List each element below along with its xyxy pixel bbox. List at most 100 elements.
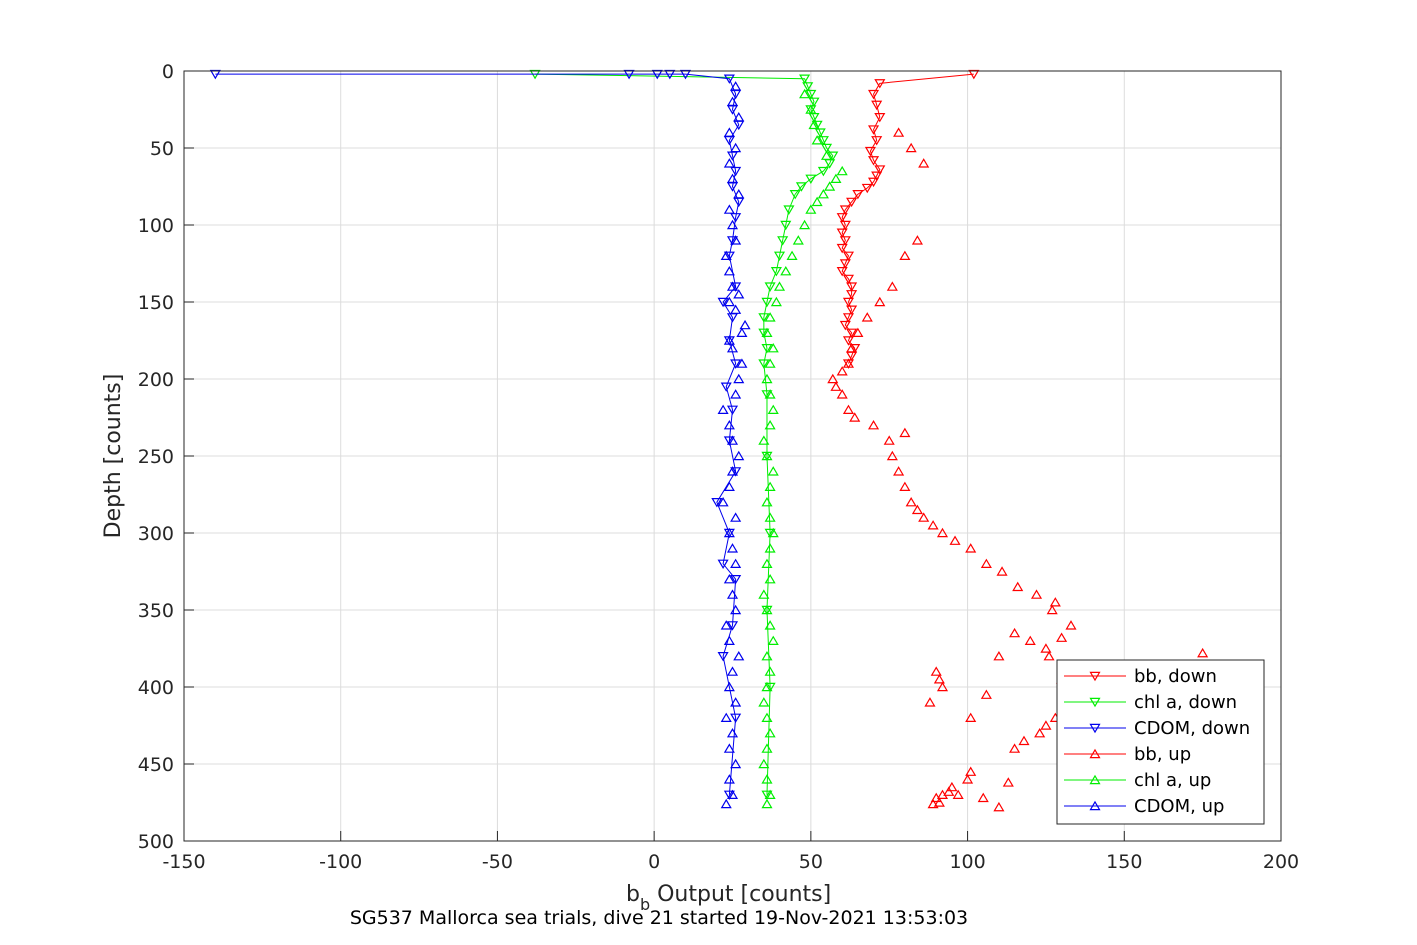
data-point <box>899 250 911 260</box>
data-point <box>1040 720 1052 730</box>
data-point <box>761 604 773 615</box>
x-tick-labels: -150 -100 -50 0 50 100 150 200 <box>162 851 1299 873</box>
data-point <box>893 466 905 476</box>
data-point <box>730 359 742 369</box>
y-tick-label: 450 <box>138 754 174 776</box>
legend-entry-label: chl a, up <box>1134 770 1211 791</box>
data-point <box>839 220 851 231</box>
data-point <box>965 766 977 776</box>
data-point <box>1030 589 1043 599</box>
data-point <box>761 743 773 753</box>
data-point <box>867 419 880 430</box>
data-point <box>726 405 739 416</box>
data-point <box>723 790 735 801</box>
data-point <box>927 520 939 530</box>
data-point <box>1049 597 1061 607</box>
data-point <box>799 74 811 84</box>
data-point <box>827 373 839 384</box>
data-point <box>1018 735 1030 746</box>
data-point <box>730 282 742 292</box>
data-point <box>761 390 773 400</box>
data-point <box>726 219 739 230</box>
data-point <box>764 312 776 322</box>
data-point <box>905 142 917 153</box>
data-point <box>764 620 776 630</box>
y-tick-label: 400 <box>138 677 174 699</box>
data-point <box>761 496 773 507</box>
data-point <box>726 789 739 800</box>
data-point <box>764 512 776 522</box>
data-point <box>824 181 836 191</box>
data-point <box>811 135 823 145</box>
data-point <box>849 412 861 422</box>
data-point <box>817 166 829 177</box>
data-point <box>723 251 735 262</box>
data-point <box>723 573 735 584</box>
data-point <box>867 89 880 100</box>
data-point <box>723 296 735 307</box>
data-point <box>730 142 742 153</box>
data-point <box>764 389 776 399</box>
axes-box <box>183 70 1282 842</box>
data-point <box>717 297 729 308</box>
data-point <box>651 69 663 80</box>
data-point <box>726 589 739 599</box>
data-point <box>883 435 895 445</box>
data-point <box>842 251 855 262</box>
x-tick-label: 200 <box>1263 851 1299 873</box>
x-tick-label: -150 <box>162 851 205 873</box>
data-point <box>839 320 851 331</box>
data-point <box>980 689 992 699</box>
data-point <box>758 435 770 445</box>
data-point <box>764 481 776 491</box>
data-point <box>723 265 735 276</box>
data-point <box>1009 743 1021 753</box>
data-point <box>758 758 770 769</box>
x-axis-label: bb Output [counts] <box>626 882 831 914</box>
legend-entry-label: chl a, down <box>1134 692 1237 713</box>
data-point <box>767 527 779 538</box>
data-point <box>733 111 745 122</box>
data-point <box>842 297 855 308</box>
x-tick-label: -50 <box>482 851 513 873</box>
data-series <box>209 69 1209 812</box>
data-point <box>730 697 742 707</box>
data-point <box>758 328 770 339</box>
data-point <box>1002 777 1014 787</box>
data-point <box>733 188 745 199</box>
data-point <box>965 543 977 553</box>
data-point <box>758 589 770 599</box>
data-point <box>867 156 880 166</box>
data-point <box>839 205 851 215</box>
data-point <box>830 381 842 391</box>
data-point <box>723 743 735 753</box>
data-point <box>758 359 770 369</box>
data-point <box>723 774 735 784</box>
data-point <box>761 450 773 461</box>
data-point <box>723 681 735 692</box>
data-point <box>761 327 773 337</box>
data-point <box>767 342 779 353</box>
y-tick-labels: 0 50 100 150 200 250 300 350 400 450 500 <box>138 61 174 853</box>
data-point <box>1056 632 1068 642</box>
data-point <box>733 450 745 461</box>
data-point <box>717 559 729 570</box>
data-point <box>943 786 955 796</box>
data-point <box>805 89 817 100</box>
data-point <box>786 250 798 260</box>
data-point <box>730 81 742 91</box>
data-point <box>864 146 876 157</box>
data-point <box>930 666 942 676</box>
data-point <box>952 789 964 800</box>
y-tick-label: 500 <box>138 831 174 853</box>
data-point <box>789 190 801 200</box>
data-point <box>842 336 855 346</box>
data-point <box>209 69 221 80</box>
data-point <box>777 236 789 246</box>
x-axis-label-main: b <box>626 882 640 907</box>
x-tick-label: 150 <box>1106 851 1142 873</box>
data-point <box>839 259 851 269</box>
data-point <box>733 650 745 661</box>
data-point <box>874 79 886 89</box>
